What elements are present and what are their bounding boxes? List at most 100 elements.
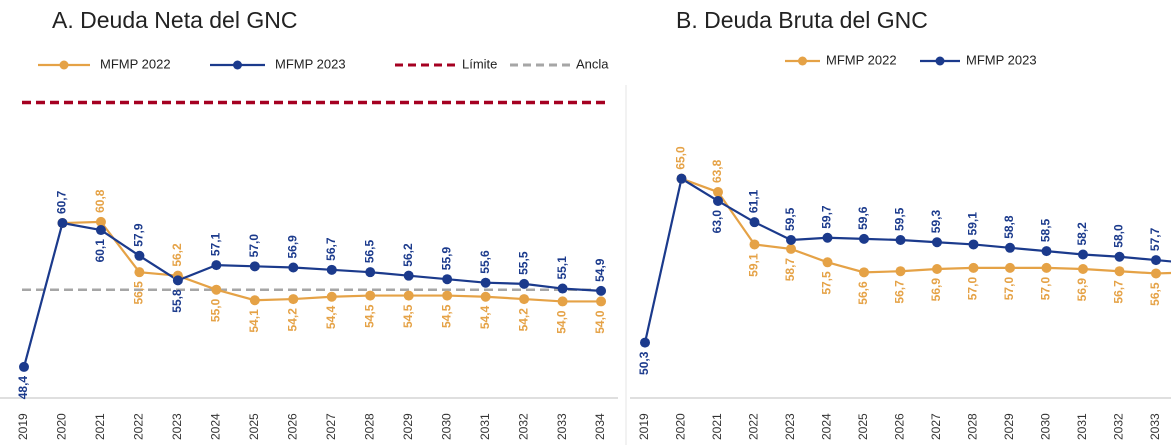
chart-title: B. Deuda Bruta del GNC <box>676 7 928 33</box>
data-point <box>1114 251 1125 262</box>
data-label: 59,5 <box>783 207 797 231</box>
data-point <box>403 270 414 281</box>
data-label: 56,7 <box>893 280 907 304</box>
data-label: 54,1 <box>247 309 261 333</box>
chart-title: A. Deuda Neta del GNC <box>52 7 297 33</box>
data-label: 60,1 <box>93 239 107 263</box>
data-label: 56,6 <box>856 281 870 305</box>
legend-marker <box>935 56 945 66</box>
data-label: 54,0 <box>555 310 569 334</box>
x-tick-label: 2034 <box>593 413 607 440</box>
data-label: 56,5 <box>1148 282 1162 306</box>
x-tick-label: 2024 <box>209 413 223 440</box>
data-label: 59,1 <box>966 212 980 236</box>
data-point <box>19 361 29 372</box>
data-point <box>895 235 906 245</box>
data-label: 60,7 <box>55 190 69 214</box>
data-label: 54,9 <box>593 258 607 282</box>
x-tick-label: 2031 <box>1075 413 1089 440</box>
data-point <box>1041 246 1052 257</box>
legend-label: MFMP 2022 <box>826 52 897 67</box>
legend-marker <box>233 60 242 70</box>
data-label: 56,7 <box>1112 280 1126 304</box>
legend-label: MFMP 2023 <box>275 56 346 71</box>
data-label: 59,7 <box>820 205 834 229</box>
data-label: 56,9 <box>929 278 943 302</box>
x-tick-label: 2021 <box>93 413 107 440</box>
x-tick-label: 2022 <box>747 413 761 440</box>
data-point <box>95 216 106 227</box>
x-tick-label: 2020 <box>55 413 69 440</box>
data-label: 57,0 <box>247 234 261 258</box>
data-point <box>596 296 607 307</box>
data-label: 55,8 <box>170 289 184 313</box>
data-label: 57,0 <box>1039 277 1053 301</box>
data-point <box>211 260 222 271</box>
x-tick-label: 2025 <box>247 413 261 440</box>
x-tick-label: 2029 <box>401 413 415 440</box>
x-tick-label: 2020 <box>674 413 688 440</box>
data-label: 60,8 <box>93 189 107 213</box>
legend-label: Ancla <box>576 56 609 71</box>
data-point <box>932 263 942 274</box>
data-label: 59,5 <box>893 207 907 231</box>
series-line <box>643 176 1171 343</box>
data-point <box>713 187 723 198</box>
data-point <box>365 290 376 301</box>
data-label: 65,0 <box>674 146 688 170</box>
x-tick-label: 2026 <box>893 413 907 440</box>
data-label: 58,8 <box>1002 215 1016 239</box>
data-label: 57,0 <box>1002 277 1016 301</box>
x-tick-label: 2028 <box>966 413 980 440</box>
data-point <box>749 239 760 250</box>
data-point <box>288 294 299 305</box>
x-tick-label: 2028 <box>362 413 376 440</box>
data-point <box>786 243 796 254</box>
data-point <box>1041 262 1052 273</box>
data-point <box>326 291 337 302</box>
x-tick-label: 2030 <box>439 413 453 440</box>
x-tick-label: 2019 <box>16 413 30 440</box>
data-point <box>786 235 796 245</box>
data-label: 56,7 <box>324 237 338 261</box>
legend-label: Límite <box>462 56 497 71</box>
data-label: 58,2 <box>1075 222 1089 246</box>
data-point <box>676 173 687 184</box>
data-label: 56,2 <box>170 243 184 267</box>
data-label: 55,6 <box>478 250 492 274</box>
data-label: 54,5 <box>401 304 415 328</box>
data-point <box>557 296 568 307</box>
data-point <box>895 266 906 277</box>
data-point <box>95 225 106 236</box>
x-tick-label: 2031 <box>478 413 492 440</box>
data-point <box>249 295 260 306</box>
data-label: 58,0 <box>1112 224 1126 248</box>
data-label: 57,9 <box>132 223 146 247</box>
data-point <box>326 264 337 275</box>
data-label: 57,1 <box>209 232 223 256</box>
data-label: 54,4 <box>478 305 492 329</box>
data-point <box>713 195 723 206</box>
data-label: 58,7 <box>783 258 797 282</box>
data-point <box>822 257 833 268</box>
data-point <box>968 239 979 250</box>
data-point <box>172 275 183 286</box>
data-point <box>640 337 650 348</box>
data-label: 56,5 <box>132 281 146 305</box>
data-point <box>968 262 979 273</box>
data-label: 59,3 <box>929 210 943 234</box>
data-point <box>442 290 453 301</box>
data-point <box>1005 242 1015 253</box>
data-point <box>442 274 453 285</box>
data-point <box>480 277 491 288</box>
data-point <box>1151 268 1161 279</box>
x-tick-label: 2033 <box>1148 413 1162 440</box>
x-tick-label: 2022 <box>132 413 146 440</box>
data-point <box>480 291 491 302</box>
x-tick-label: 2023 <box>170 413 184 440</box>
data-point <box>134 250 145 261</box>
data-label: 61,1 <box>747 189 761 213</box>
data-label: 55,0 <box>209 298 223 322</box>
data-label: 59,6 <box>856 206 870 230</box>
